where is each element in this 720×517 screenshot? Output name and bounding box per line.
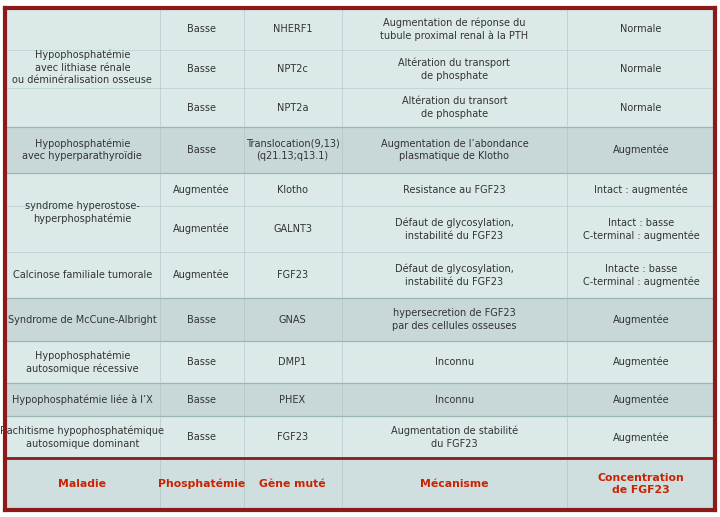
Text: Augmentée: Augmentée [174,270,230,280]
Text: Basse: Basse [187,315,216,325]
Text: Phosphatémie: Phosphatémie [158,479,246,490]
Text: Normale: Normale [621,24,662,34]
Text: Basse: Basse [187,64,216,74]
Text: Translocation(9,13)
(q21.13;q13.1): Translocation(9,13) (q21.13;q13.1) [246,139,339,161]
Text: Augmentée: Augmentée [613,432,670,443]
Text: Hypophosphatémie liée à l’X: Hypophosphatémie liée à l’X [12,394,153,405]
Text: Défaut de glycosylation,
instabilité du FGF23: Défaut de glycosylation, instabilité du … [395,218,514,240]
Text: Inconnu: Inconnu [435,394,474,405]
Text: Augmentée: Augmentée [613,314,670,325]
Text: Augmentée: Augmentée [613,394,670,405]
Text: Inconnu: Inconnu [435,357,474,367]
Text: Altération du transport
de phosphate: Altération du transport de phosphate [398,58,510,81]
Text: Gène muté: Gène muté [259,479,326,489]
Text: Concentration
de FGF23: Concentration de FGF23 [598,473,685,495]
Text: Hypophosphatémie
avec lithiase rénale
ou déminéralisation osseuse: Hypophosphatémie avec lithiase rénale ou… [12,50,153,85]
Text: Augmentée: Augmentée [613,145,670,155]
Text: Syndrome de McCune-Albright: Syndrome de McCune-Albright [8,315,157,325]
Text: Augmentation de stabilité
du FGF23: Augmentation de stabilité du FGF23 [391,426,518,449]
Text: Calcinose familiale tumorale: Calcinose familiale tumorale [13,270,152,280]
Text: Basse: Basse [187,24,216,34]
Text: FGF23: FGF23 [277,270,308,280]
Text: Normale: Normale [621,64,662,74]
Bar [5,127,715,173]
Text: Augmentée: Augmentée [174,224,230,234]
Bar [5,458,715,510]
Text: syndrome hyperostose-
hyperphosphatémie: syndrome hyperostose- hyperphosphatémie [25,201,140,224]
Text: Basse: Basse [187,103,216,113]
Text: GNAS: GNAS [279,315,307,325]
Bar [5,8,715,127]
Text: DMP1: DMP1 [279,357,307,367]
Text: Hypophosphatémie
autosomique récessive: Hypophosphatémie autosomique récessive [26,351,139,374]
Text: NPT2c: NPT2c [277,64,308,74]
Bar [5,341,715,383]
Bar [5,298,715,341]
Text: PHEX: PHEX [279,394,305,405]
Text: Augmentée: Augmentée [613,357,670,368]
Text: Augmentation de l’abondance
plasmatique de Klotho: Augmentation de l’abondance plasmatique … [381,139,528,161]
Text: FGF23: FGF23 [277,432,308,443]
Text: Rachitisme hypophosphatémique
autosomique dominant: Rachitisme hypophosphatémique autosomiqu… [1,426,164,449]
Text: Klotho: Klotho [277,185,308,194]
Text: Altération du transort
de phosphate: Altération du transort de phosphate [402,97,508,119]
Text: NPT2a: NPT2a [276,103,308,113]
Text: Augmentée: Augmentée [174,184,230,195]
Bar [5,383,715,416]
Text: Intact : basse
C-terminal : augmentée: Intact : basse C-terminal : augmentée [582,218,700,240]
Bar [5,173,715,298]
Text: hypersecretion de FGF23
par des cellules osseuses: hypersecretion de FGF23 par des cellules… [392,309,517,331]
Text: Hypophosphatémie
avec hyperparathyroïdie: Hypophosphatémie avec hyperparathyroïdie [22,139,143,161]
Text: GALNT3: GALNT3 [273,224,312,234]
Text: NHERF1: NHERF1 [273,24,312,34]
Text: Normale: Normale [621,103,662,113]
Text: Défaut de glycosylation,
instabilité du FGF23: Défaut de glycosylation, instabilité du … [395,264,514,286]
Text: Intacte : basse
C-terminal : augmentée: Intacte : basse C-terminal : augmentée [582,264,700,286]
Text: Mécanisme: Mécanisme [420,479,489,489]
Text: Intact : augmentée: Intact : augmentée [594,184,688,195]
Text: Basse: Basse [187,357,216,367]
Text: Resistance au FGF23: Resistance au FGF23 [403,185,505,194]
Text: Augmentation de réponse du
tubule proximal renal à la PTH: Augmentation de réponse du tubule proxim… [380,17,528,41]
Text: Basse: Basse [187,394,216,405]
Bar [5,416,715,458]
Text: Basse: Basse [187,432,216,443]
Text: Maladie: Maladie [58,479,107,489]
Text: Basse: Basse [187,145,216,155]
